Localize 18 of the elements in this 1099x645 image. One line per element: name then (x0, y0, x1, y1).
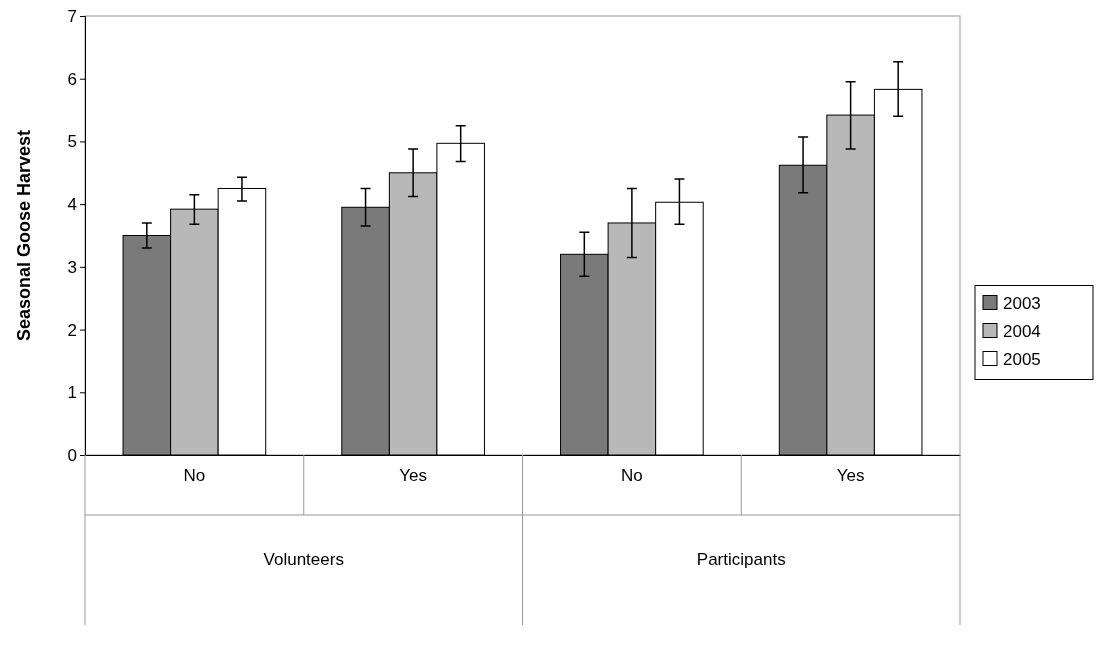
text: Volunteers (263, 550, 344, 569)
legend-label: 2005 (1003, 349, 1041, 369)
y-tick-label: 4 (67, 195, 77, 215)
text: Participants (696, 550, 786, 569)
x-tick-label: No (183, 466, 206, 486)
legend-label: 2004 (1003, 321, 1041, 341)
legend-label: 2003 (1003, 293, 1041, 313)
y-tick-label: 6 (67, 69, 77, 89)
y-tick-label: 5 (67, 132, 77, 152)
x-tick-label: No (621, 466, 643, 486)
y-tick-label: 1 (67, 383, 77, 403)
y-tick-label: 0 (67, 445, 77, 465)
y-tick-label: 2 (67, 320, 77, 340)
x-tick-label: Yes (836, 466, 865, 486)
x-tick-label: Yes (399, 466, 427, 486)
y-tick-label: 3 (67, 257, 77, 277)
y-tick-label: 7 (67, 6, 77, 26)
y-axis-title: Seasonal Goose Harvest (14, 129, 34, 342)
